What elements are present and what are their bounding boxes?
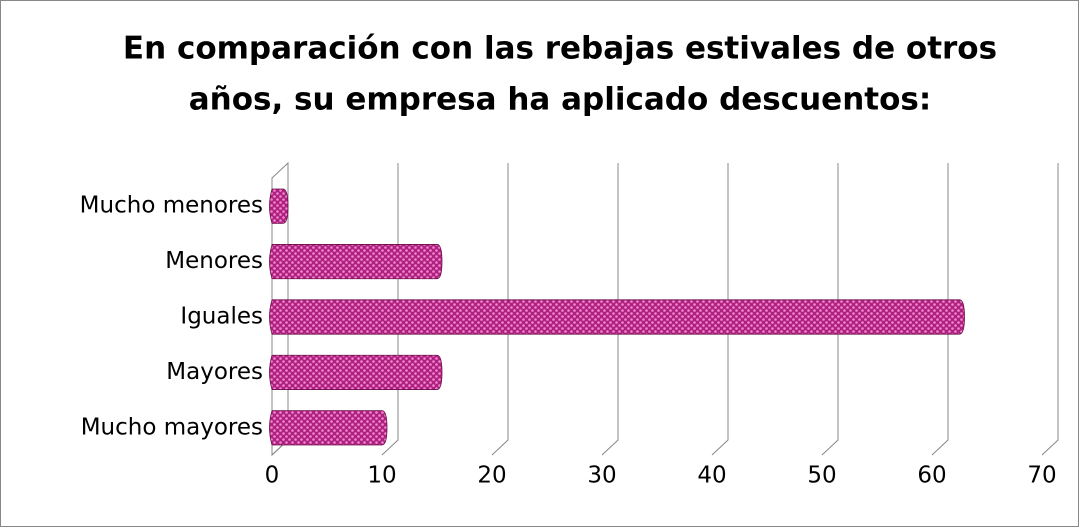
y-tick-label: Mucho menores bbox=[80, 193, 263, 219]
x-tick-label: 30 bbox=[587, 463, 616, 489]
grid-line bbox=[491, 163, 509, 456]
y-tick-label: Mucho mayores bbox=[81, 414, 263, 440]
bar bbox=[269, 244, 443, 280]
x-tick-label: 20 bbox=[477, 463, 506, 489]
grid-line bbox=[601, 163, 619, 456]
grid-line bbox=[931, 163, 949, 456]
grid-line bbox=[1041, 163, 1059, 456]
x-tick-label: 10 bbox=[367, 463, 396, 489]
grid-line bbox=[821, 163, 839, 456]
bar bbox=[269, 410, 388, 446]
bar bbox=[269, 188, 289, 224]
chart-title: En comparación con las rebajas estivales… bbox=[123, 31, 997, 67]
grid-line bbox=[711, 163, 729, 456]
y-tick-label: Mayores bbox=[166, 359, 263, 385]
x-tick-label: 40 bbox=[697, 463, 726, 489]
bar bbox=[269, 299, 965, 335]
y-tick-label: Iguales bbox=[180, 304, 263, 330]
chart-title: años, su empresa ha aplicado descuentos: bbox=[189, 82, 932, 118]
bar bbox=[269, 354, 443, 390]
x-tick-label: 50 bbox=[807, 463, 836, 489]
x-tick-label: 60 bbox=[917, 463, 946, 489]
x-tick-label: 0 bbox=[265, 463, 280, 489]
x-tick-label: 70 bbox=[1027, 463, 1056, 489]
y-tick-label: Menores bbox=[165, 248, 263, 274]
